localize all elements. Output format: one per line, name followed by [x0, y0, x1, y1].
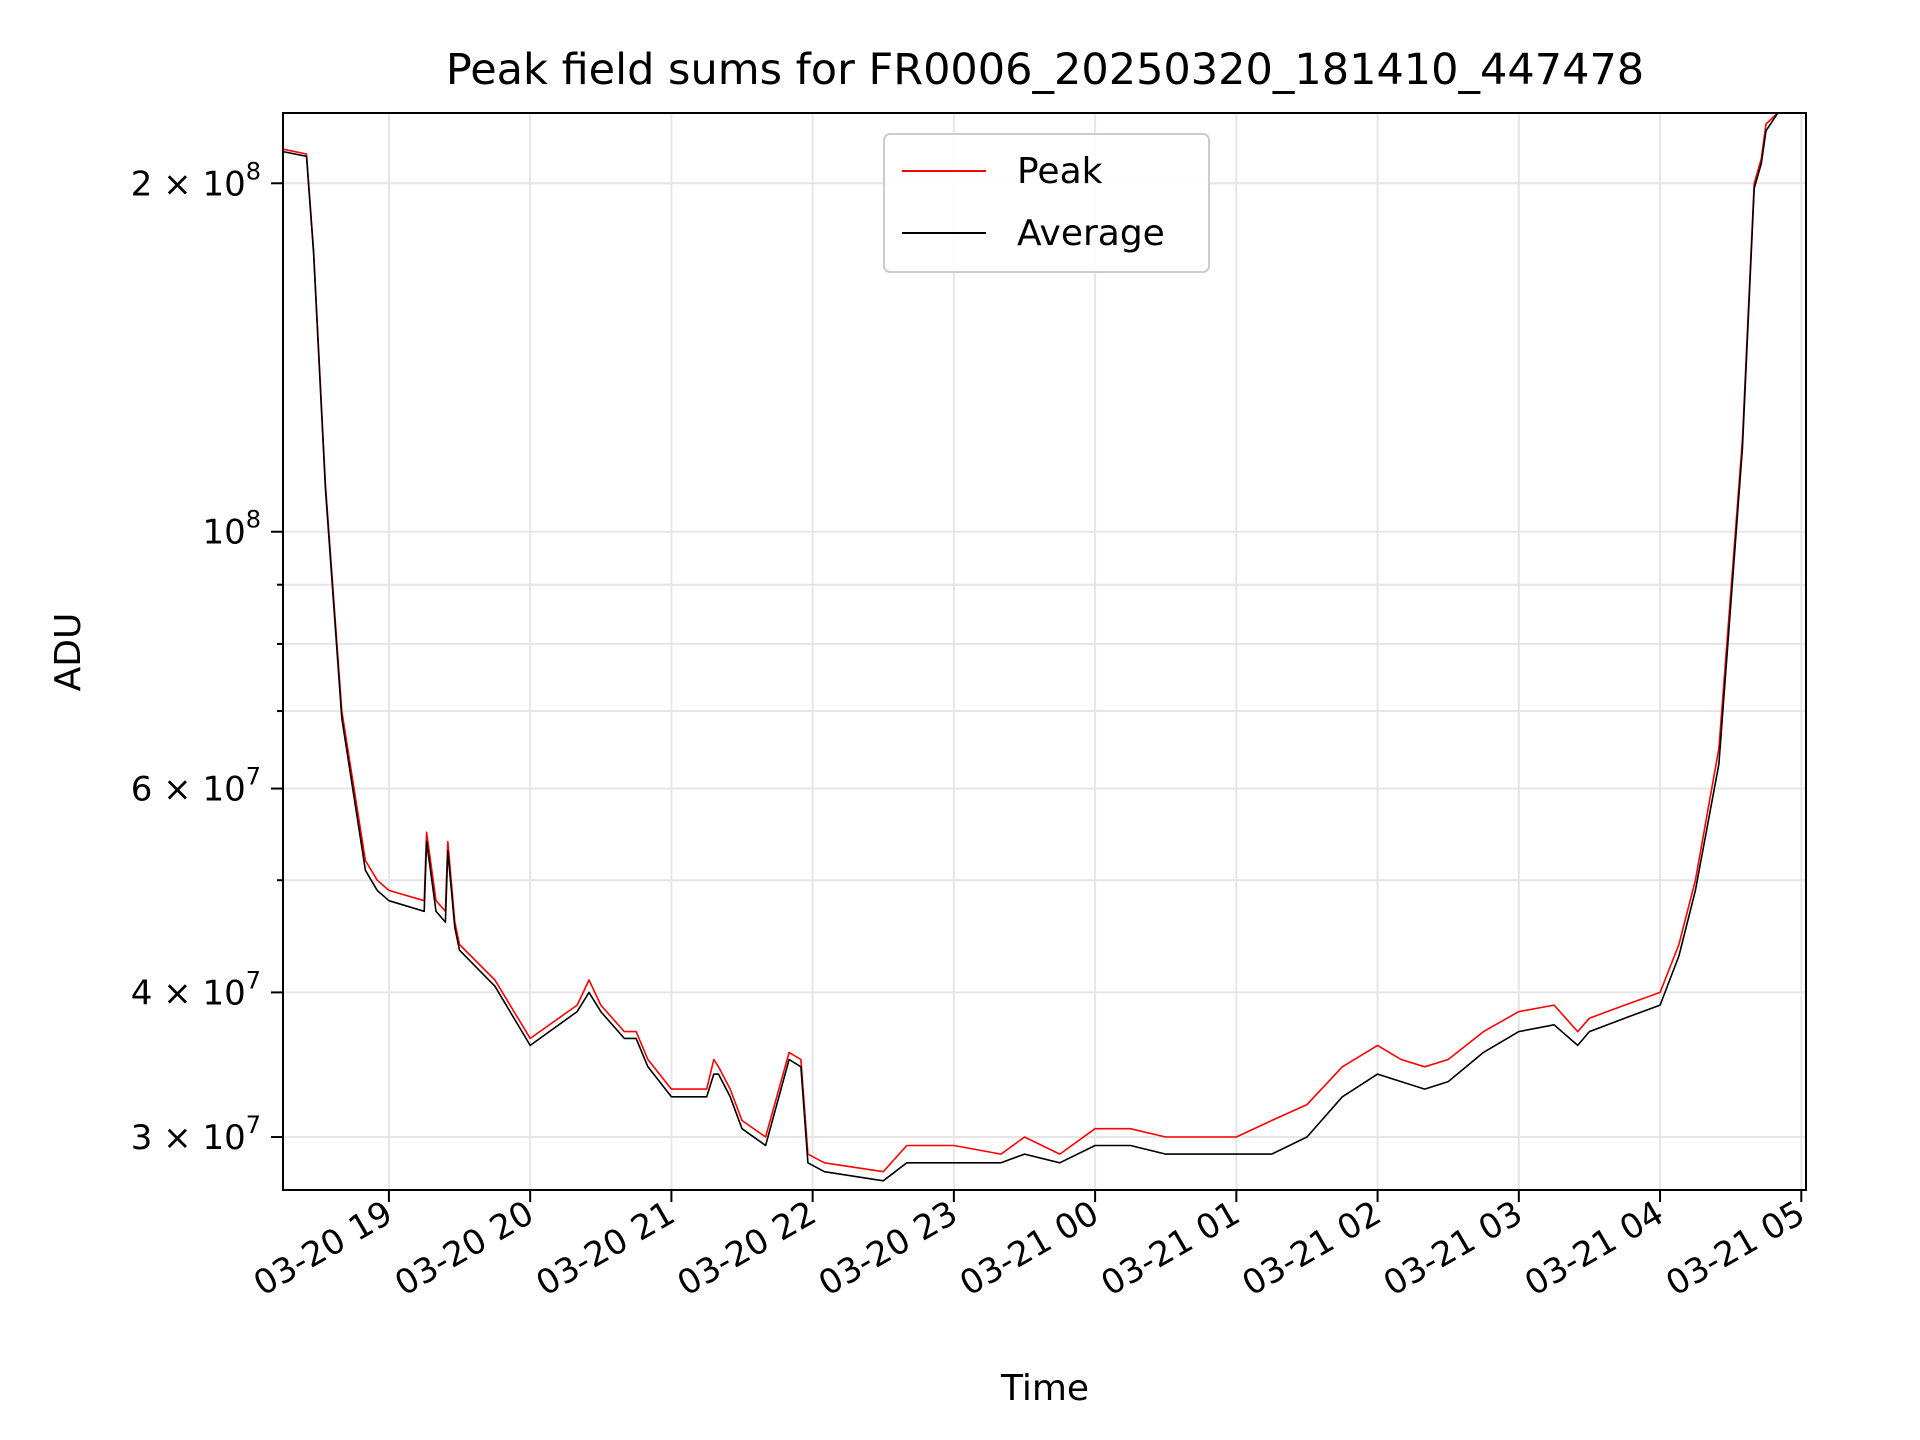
legend-label-average: Average [1017, 213, 1165, 254]
y-tick-label: 3 × 107 [131, 1111, 261, 1158]
y-tick-label: 4 × 107 [131, 966, 261, 1013]
y-tick-label: 2 × 108 [131, 157, 261, 204]
legend-box [883, 133, 1210, 273]
grid [283, 113, 1806, 1190]
series-layer [282, 112, 1802, 1182]
x-axis-label: Time [1000, 1368, 1089, 1409]
legend-label-peak: Peak [1017, 151, 1103, 192]
chart-title: Peak field sums for FR0006_20250320_1814… [446, 45, 1644, 95]
y-tick-label: 6 × 107 [131, 763, 261, 810]
series-line-average [282, 112, 1802, 1182]
plot-frame [282, 112, 1807, 1191]
y-axis-label: ADU [48, 613, 89, 692]
legend: Peak Average [883, 133, 1210, 273]
